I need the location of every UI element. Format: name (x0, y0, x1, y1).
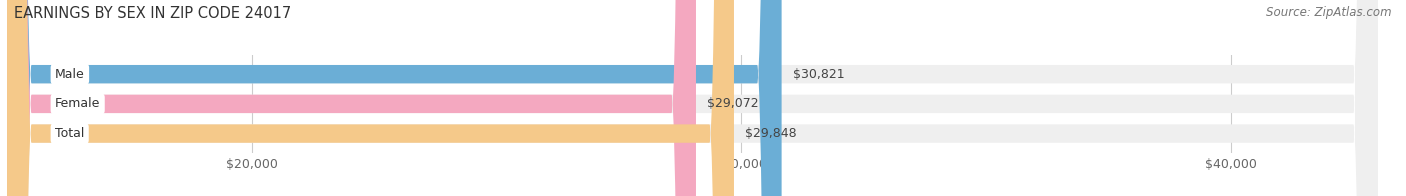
Text: Female: Female (55, 97, 100, 110)
FancyBboxPatch shape (7, 0, 1378, 196)
Text: Male: Male (55, 68, 84, 81)
FancyBboxPatch shape (7, 0, 1378, 196)
Text: Source: ZipAtlas.com: Source: ZipAtlas.com (1267, 6, 1392, 19)
Text: Total: Total (55, 127, 84, 140)
FancyBboxPatch shape (7, 0, 1378, 196)
FancyBboxPatch shape (7, 0, 734, 196)
FancyBboxPatch shape (7, 0, 696, 196)
Text: $30,821: $30,821 (793, 68, 844, 81)
Text: EARNINGS BY SEX IN ZIP CODE 24017: EARNINGS BY SEX IN ZIP CODE 24017 (14, 6, 291, 21)
Text: $29,072: $29,072 (707, 97, 759, 110)
FancyBboxPatch shape (7, 0, 782, 196)
Text: $29,848: $29,848 (745, 127, 797, 140)
